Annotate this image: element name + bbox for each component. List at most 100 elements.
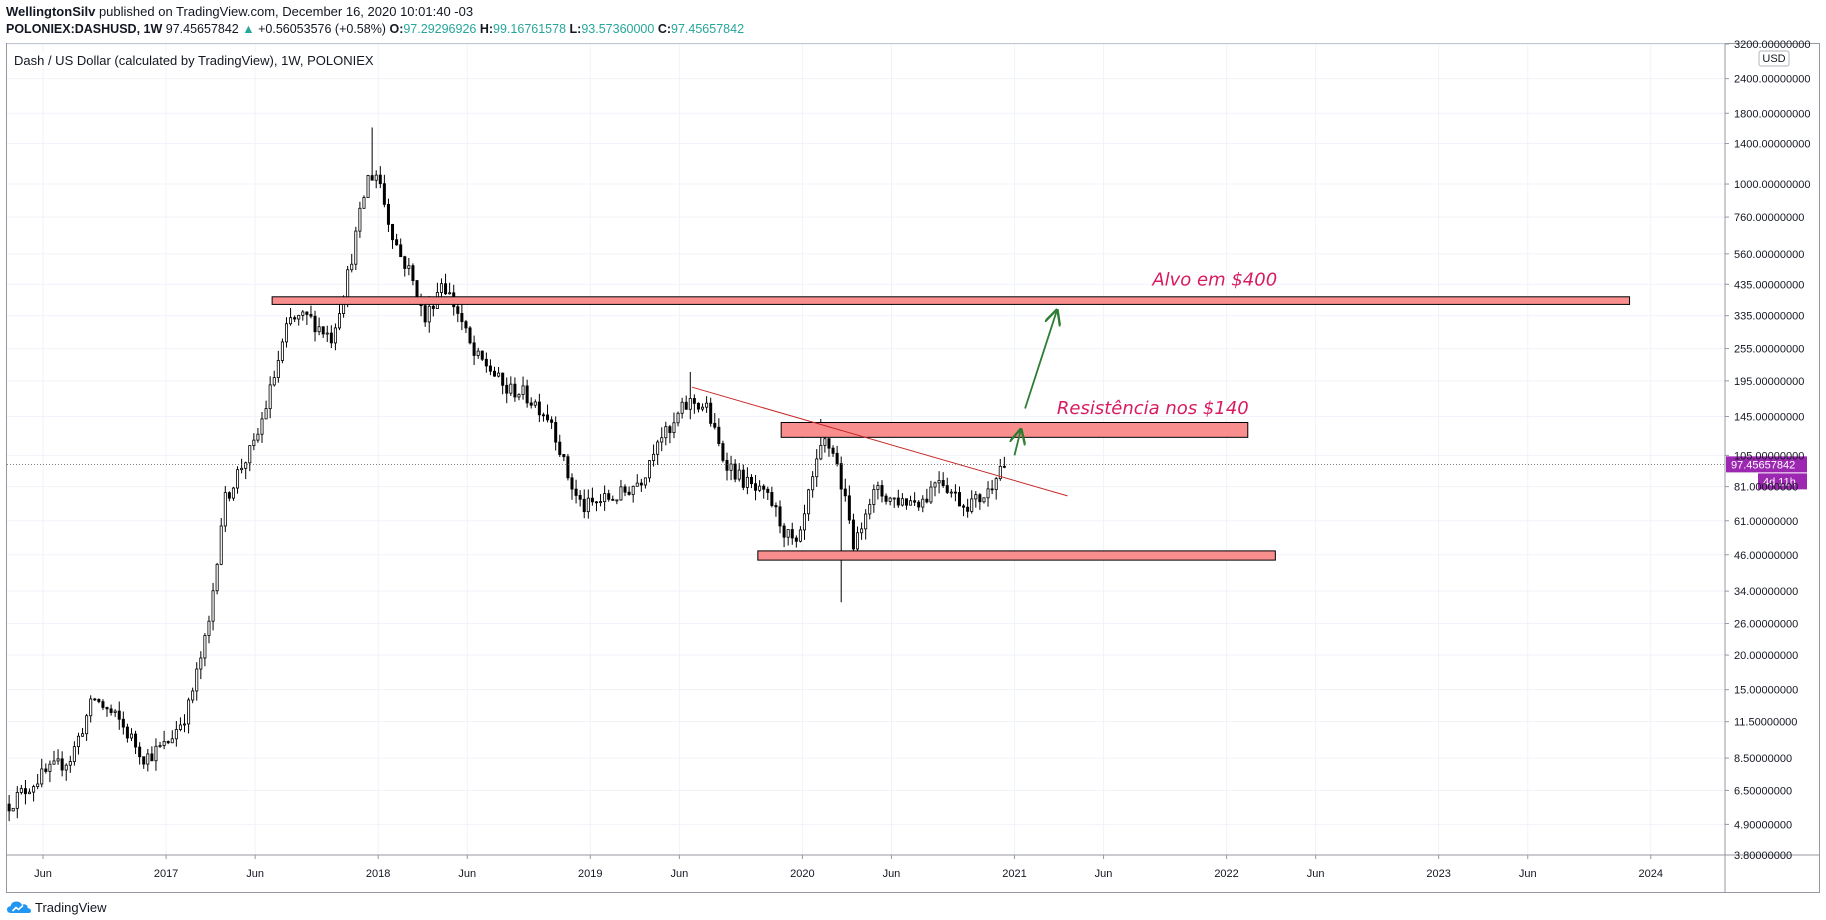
candle-body bbox=[268, 384, 272, 410]
candle bbox=[468, 326, 472, 345]
candle-body bbox=[766, 488, 770, 493]
candle bbox=[994, 476, 998, 500]
x-tick-label: 2021 bbox=[1002, 868, 1026, 880]
candle-body bbox=[529, 402, 533, 406]
x-axis[interactable]: Jun 2017 Jun 2018 Jun 2019 Jun 2020 Jun 2021 Jun 20… bbox=[34, 855, 1663, 880]
candle-body bbox=[293, 317, 297, 320]
candles bbox=[7, 127, 1006, 822]
candle bbox=[358, 201, 362, 238]
candle-body bbox=[815, 458, 819, 478]
candle-body bbox=[635, 482, 639, 487]
candle-body bbox=[378, 174, 382, 185]
candle bbox=[701, 403, 705, 412]
countdown-badge-bg bbox=[1758, 473, 1807, 490]
candle bbox=[774, 502, 778, 517]
candle-body bbox=[851, 519, 855, 550]
candle bbox=[831, 445, 835, 457]
candle-body bbox=[244, 462, 248, 469]
candle bbox=[986, 481, 990, 507]
candle bbox=[260, 411, 264, 443]
annotation-text[interactable]: Resistência nos $140 bbox=[1057, 398, 1249, 419]
candle-body bbox=[533, 401, 537, 406]
candle bbox=[264, 400, 268, 420]
candle-body bbox=[289, 317, 293, 325]
candle bbox=[113, 709, 117, 717]
trend-line[interactable] bbox=[691, 386, 1068, 497]
candle-body bbox=[199, 657, 203, 670]
candle-body bbox=[464, 321, 468, 329]
price-zone-rect[interactable] bbox=[271, 296, 1631, 305]
candle-body bbox=[770, 492, 774, 506]
candle bbox=[448, 282, 452, 295]
price-zone-rect[interactable] bbox=[780, 421, 1249, 438]
candle bbox=[456, 301, 460, 323]
candle bbox=[187, 697, 191, 734]
candle-body bbox=[537, 401, 541, 416]
y-tick-label: 20.00000000 bbox=[1734, 650, 1798, 662]
candle-body bbox=[129, 733, 133, 739]
candle bbox=[639, 478, 643, 492]
candle-body bbox=[872, 489, 876, 505]
candle-body bbox=[154, 745, 158, 762]
drawings[interactable]: Alvo em $400 Resistência nos $140 bbox=[271, 270, 1631, 561]
candle-body bbox=[758, 485, 762, 491]
candle-body bbox=[957, 492, 961, 507]
x-tick-label: Jun bbox=[34, 868, 52, 880]
candle bbox=[121, 711, 125, 735]
candle-body bbox=[631, 485, 635, 495]
y-tick-label: 11.50000000 bbox=[1734, 717, 1797, 729]
candle bbox=[252, 433, 256, 451]
candle-body bbox=[276, 360, 280, 378]
candle bbox=[656, 439, 660, 465]
candle bbox=[146, 748, 150, 772]
author-name[interactable]: WellingtonSilv bbox=[6, 4, 96, 19]
candle bbox=[32, 784, 36, 802]
annotation-text[interactable]: Alvo em $400 bbox=[1151, 270, 1277, 291]
arrow-line[interactable] bbox=[1024, 310, 1057, 409]
candle-body bbox=[737, 469, 741, 480]
candle bbox=[76, 732, 80, 755]
x-tick-label: 2019 bbox=[578, 868, 602, 880]
candle bbox=[554, 416, 558, 451]
y-tick-label: 61.00000000 bbox=[1734, 516, 1798, 528]
candle bbox=[386, 198, 390, 232]
candle bbox=[301, 310, 305, 321]
candle bbox=[945, 477, 949, 495]
candle-body bbox=[892, 497, 896, 500]
candle-body bbox=[668, 426, 672, 434]
price-zone-rect[interactable] bbox=[757, 550, 1276, 561]
candle-body bbox=[627, 491, 631, 495]
candle-body bbox=[472, 342, 476, 356]
candle-body bbox=[60, 758, 64, 771]
candle bbox=[672, 412, 676, 439]
candle bbox=[248, 445, 252, 472]
candle-body bbox=[986, 488, 990, 499]
candle-body bbox=[109, 708, 113, 713]
candle bbox=[839, 456, 843, 603]
candle-body bbox=[170, 738, 174, 744]
candle-body bbox=[762, 485, 766, 490]
currency-label: USD bbox=[1758, 50, 1790, 67]
candle-body bbox=[81, 733, 85, 737]
candle-body bbox=[843, 488, 847, 497]
candle bbox=[289, 307, 293, 326]
candle-body bbox=[431, 305, 435, 309]
candle-body bbox=[15, 792, 19, 809]
candle-body bbox=[676, 412, 680, 424]
candle-body bbox=[354, 230, 358, 265]
y-axis[interactable]: 3200.00000000 2400.00000000 1800.00000000 1… bbox=[1725, 39, 1810, 862]
candle-body bbox=[521, 385, 525, 395]
tradingview-footer[interactable]: TradingView bbox=[6, 899, 107, 915]
candle-body bbox=[191, 690, 195, 701]
candle bbox=[749, 474, 753, 489]
candle-body bbox=[456, 306, 460, 314]
candle-body bbox=[178, 724, 182, 730]
candle-body bbox=[183, 723, 187, 726]
candle-body bbox=[240, 467, 244, 471]
candle bbox=[19, 784, 23, 795]
candle-body bbox=[272, 377, 276, 386]
arrow-line[interactable] bbox=[1014, 430, 1020, 456]
candle bbox=[941, 472, 945, 488]
candle-body bbox=[105, 707, 109, 710]
